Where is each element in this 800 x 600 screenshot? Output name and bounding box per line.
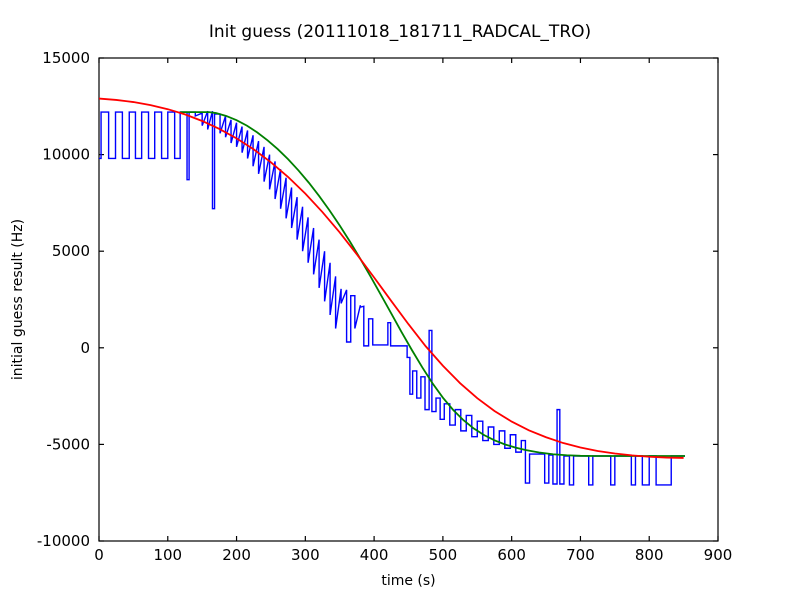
y-axis-tick-label: -10000 [37,532,90,550]
y-axis-tick-label: 5000 [52,242,90,260]
data-series-line [180,111,685,457]
y-axis-tick-label: -5000 [46,435,90,453]
y-axis-tick-label: 10000 [42,146,90,164]
axes-group [98,57,719,542]
data-series-group [99,97,685,486]
y-axis-tick-label: 15000 [42,49,90,67]
x-axis-tick-label: 800 [635,546,664,564]
x-axis-tick-label: 400 [360,546,389,564]
x-axis-tick-label: 900 [704,546,733,564]
data-series-line [99,97,684,459]
x-axis-title: time (s) [381,573,435,589]
x-axis-tick-label: 500 [429,546,458,564]
x-axis-tick-label: 700 [566,546,595,564]
y-axis-title: initial guess result (Hz) [10,219,26,380]
y-axis-tick-label: 0 [80,339,90,357]
axis-labels-group: 0 100 200 300 400 500 600 700 800 900 -10000 -5000 0… [10,49,732,589]
plot-frame [98,57,719,542]
x-axis-tick-label: 0 [94,546,104,564]
x-axis-tick-label: 200 [222,546,251,564]
page-title: Init guess (20111018_181711_RADCAL_TRO) [208,22,592,42]
x-axis-tick-label: 100 [153,546,182,564]
x-axis-tick-label: 300 [291,546,320,564]
x-axis-tick-label: 600 [497,546,526,564]
